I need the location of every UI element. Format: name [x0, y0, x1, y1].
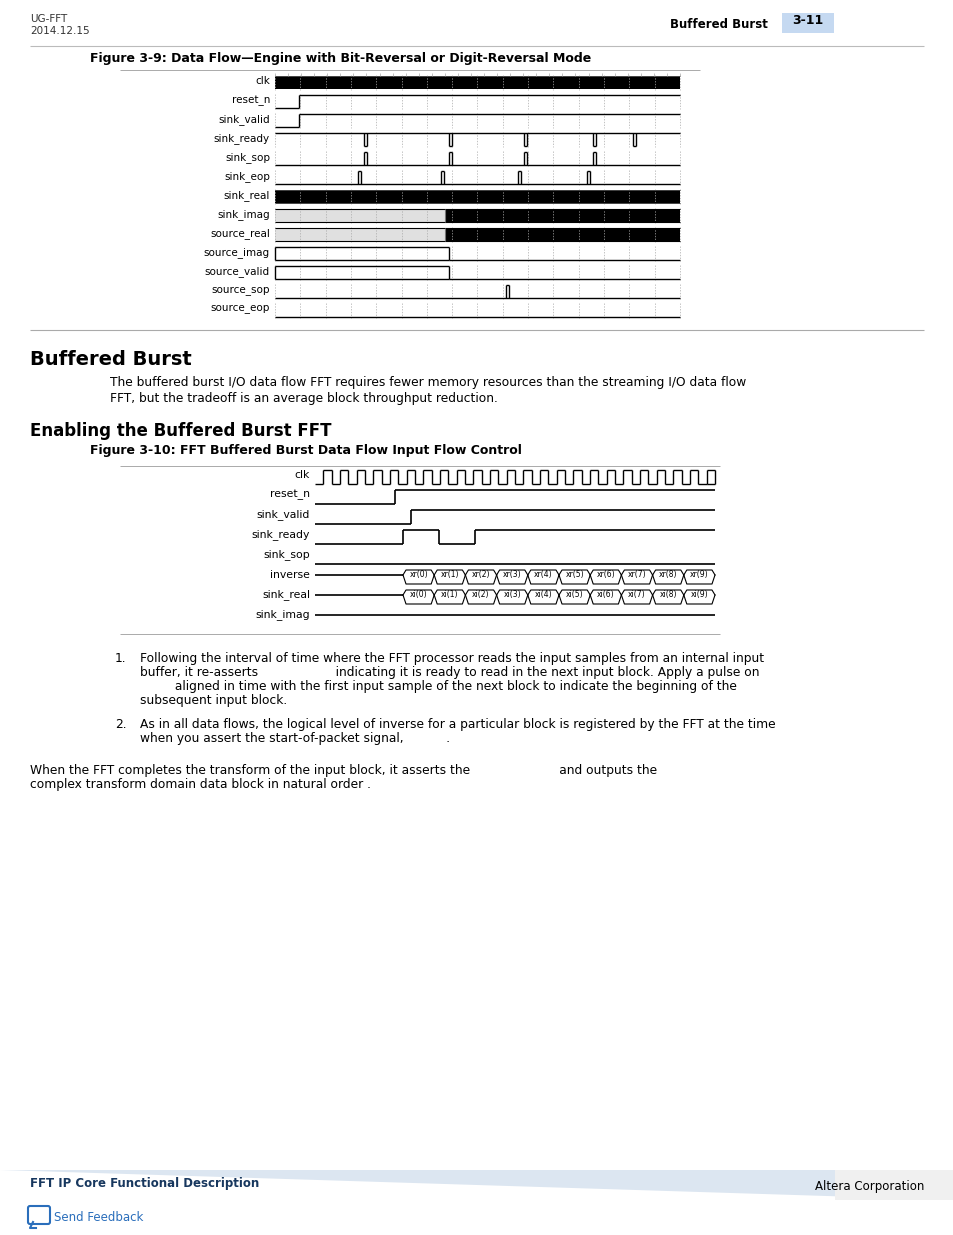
Text: 1.: 1. [115, 652, 127, 664]
Text: sink_sop: sink_sop [263, 550, 310, 561]
Text: xi(0): xi(0) [410, 590, 427, 599]
Text: Buffered Burst: Buffered Burst [669, 19, 767, 31]
Text: xr(7): xr(7) [627, 571, 645, 579]
Text: FFT, but the tradeoff is an average block throughput reduction.: FFT, but the tradeoff is an average bloc… [110, 391, 497, 405]
Text: source_real: source_real [210, 228, 270, 238]
Text: sink_sop: sink_sop [225, 152, 270, 163]
Text: xi(8): xi(8) [659, 590, 677, 599]
Text: Altera Corporation: Altera Corporation [814, 1179, 923, 1193]
FancyBboxPatch shape [28, 1207, 50, 1224]
Text: xr(4): xr(4) [534, 571, 552, 579]
Text: As in all data flows, the logical level of inverse for a particular block is reg: As in all data flows, the logical level … [140, 718, 775, 731]
Text: sink_real: sink_real [223, 190, 270, 201]
Text: xr(5): xr(5) [565, 571, 583, 579]
Text: xr(6): xr(6) [596, 571, 615, 579]
Text: xi(6): xi(6) [597, 590, 614, 599]
Text: xi(7): xi(7) [627, 590, 645, 599]
Text: xi(3): xi(3) [503, 590, 520, 599]
Text: source_valid: source_valid [205, 266, 270, 277]
Text: aligned in time with the first input sample of the next block to indicate the be: aligned in time with the first input sam… [140, 680, 736, 693]
Text: buffer, it re-asserts                    indicating it is ready to read in the n: buffer, it re-asserts indicating it is r… [140, 666, 759, 679]
Text: Buffered Burst: Buffered Burst [30, 350, 192, 369]
Bar [274, 77, 679, 89]
Text: Figure 3-10: FFT Buffered Burst Data Flow Input Flow Control: Figure 3-10: FFT Buffered Burst Data Flo… [90, 445, 521, 457]
Bar [445, 228, 679, 241]
Text: source_sop: source_sop [212, 285, 270, 295]
Text: The buffered burst I/O data flow FFT requires fewer memory resources than the st: The buffered burst I/O data flow FFT req… [110, 375, 745, 389]
Text: xi(4): xi(4) [534, 590, 552, 599]
Text: xr(0): xr(0) [409, 571, 428, 579]
Bar [781, 14, 833, 33]
Text: Figure 3-9: Data Flow—Engine with Bit-Reversal or Digit-Reversal Mode: Figure 3-9: Data Flow—Engine with Bit-Re… [90, 52, 591, 65]
Text: sink_eop: sink_eop [224, 170, 270, 182]
Text: UG-FFT: UG-FFT [30, 14, 67, 23]
Text: xi(1): xi(1) [440, 590, 458, 599]
Text: 2014.12.15: 2014.12.15 [30, 26, 90, 36]
Text: sink_valid: sink_valid [256, 510, 310, 520]
Text: xr(9): xr(9) [689, 571, 708, 579]
Text: xr(2): xr(2) [471, 571, 490, 579]
Text: Send Feedback: Send Feedback [54, 1212, 143, 1224]
Text: 3-11: 3-11 [792, 14, 822, 27]
Text: xr(8): xr(8) [659, 571, 677, 579]
Text: source_imag: source_imag [204, 247, 270, 258]
Bar [274, 228, 445, 241]
Text: sink_imag: sink_imag [255, 610, 310, 620]
Text: subsequent input block.: subsequent input block. [140, 694, 287, 706]
Text: sink_imag: sink_imag [217, 209, 270, 220]
Bar [274, 190, 679, 203]
Polygon shape [0, 1170, 953, 1200]
Text: reset_n: reset_n [232, 95, 270, 106]
Text: clk: clk [294, 471, 310, 480]
Text: clk: clk [254, 77, 270, 86]
Text: reset_n: reset_n [270, 490, 310, 500]
Text: FFT IP Core Functional Description: FFT IP Core Functional Description [30, 1177, 259, 1191]
Bar [274, 209, 445, 222]
Text: xr(3): xr(3) [502, 571, 521, 579]
Bar [445, 209, 679, 222]
Text: when you assert the start-of-packet signal,           .: when you assert the start-of-packet sign… [140, 732, 450, 745]
Text: When the FFT completes the transform of the input block, it asserts the         : When the FFT completes the transform of … [30, 764, 657, 777]
Text: complex transform domain data block in natural order .: complex transform domain data block in n… [30, 778, 371, 790]
Text: xi(2): xi(2) [472, 590, 489, 599]
Text: xr(1): xr(1) [440, 571, 458, 579]
Text: sink_valid: sink_valid [218, 114, 270, 125]
Bar [834, 1170, 953, 1200]
Text: inverse: inverse [270, 571, 310, 580]
Text: sink_real: sink_real [262, 589, 310, 600]
Text: source_eop: source_eop [211, 305, 270, 315]
Text: Following the interval of time where the FFT processor reads the input samples f: Following the interval of time where the… [140, 652, 763, 664]
Text: xi(5): xi(5) [565, 590, 583, 599]
Text: xi(9): xi(9) [690, 590, 707, 599]
Text: sink_ready: sink_ready [252, 530, 310, 541]
Text: Enabling the Buffered Burst FFT: Enabling the Buffered Burst FFT [30, 422, 331, 440]
Text: 2.: 2. [115, 718, 127, 731]
Text: sink_ready: sink_ready [213, 133, 270, 144]
